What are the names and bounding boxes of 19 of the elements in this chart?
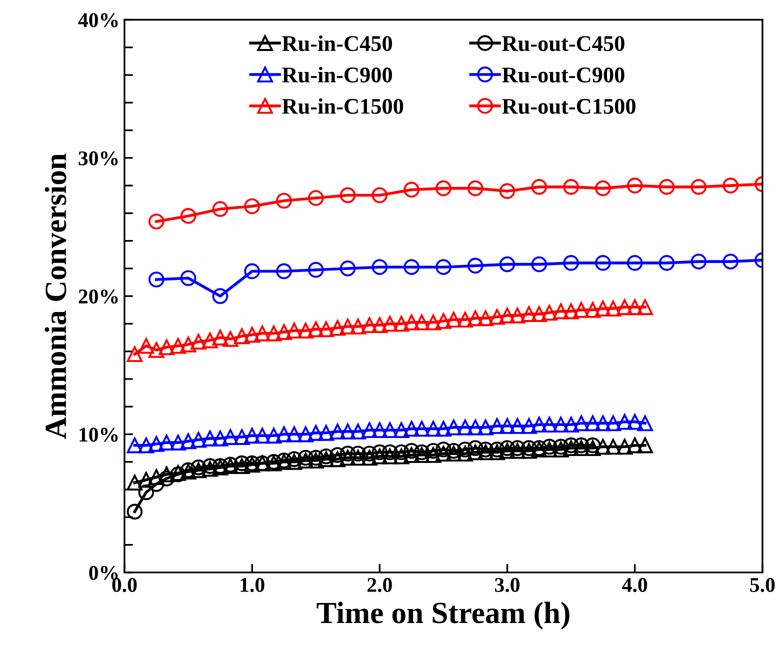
y-tick-label: 30% (78, 151, 118, 166)
legend-label: Ru-out-C450 (502, 36, 624, 52)
x-tick-label: 1.0 (240, 578, 264, 592)
legend-label: Ru-out-C1500 (502, 98, 636, 114)
y-tick-label: 40% (78, 13, 118, 28)
x-axis-title: Time on Stream (h) (316, 602, 570, 630)
y-axis-title: Ammonia Conversion (44, 154, 66, 439)
x-tick-label: 3.0 (495, 578, 520, 592)
x-tick-label: 4.0 (622, 578, 648, 592)
legend-label: Ru-out-C900 (502, 67, 624, 83)
x-tick-label: 2.0 (368, 578, 392, 592)
x-tick-label: 5.0 (750, 578, 775, 592)
x-tick-label: 0.0 (112, 578, 137, 592)
y-tick-label: 10% (80, 428, 118, 442)
legend-label: Ru-in-C450 (282, 35, 392, 52)
y-tick-label: 20% (78, 289, 118, 304)
legend-label: Ru-in-C900 (282, 66, 392, 83)
legend-label: Ru-in-C1500 (282, 98, 404, 114)
y-tick-label: 0% (89, 566, 118, 580)
